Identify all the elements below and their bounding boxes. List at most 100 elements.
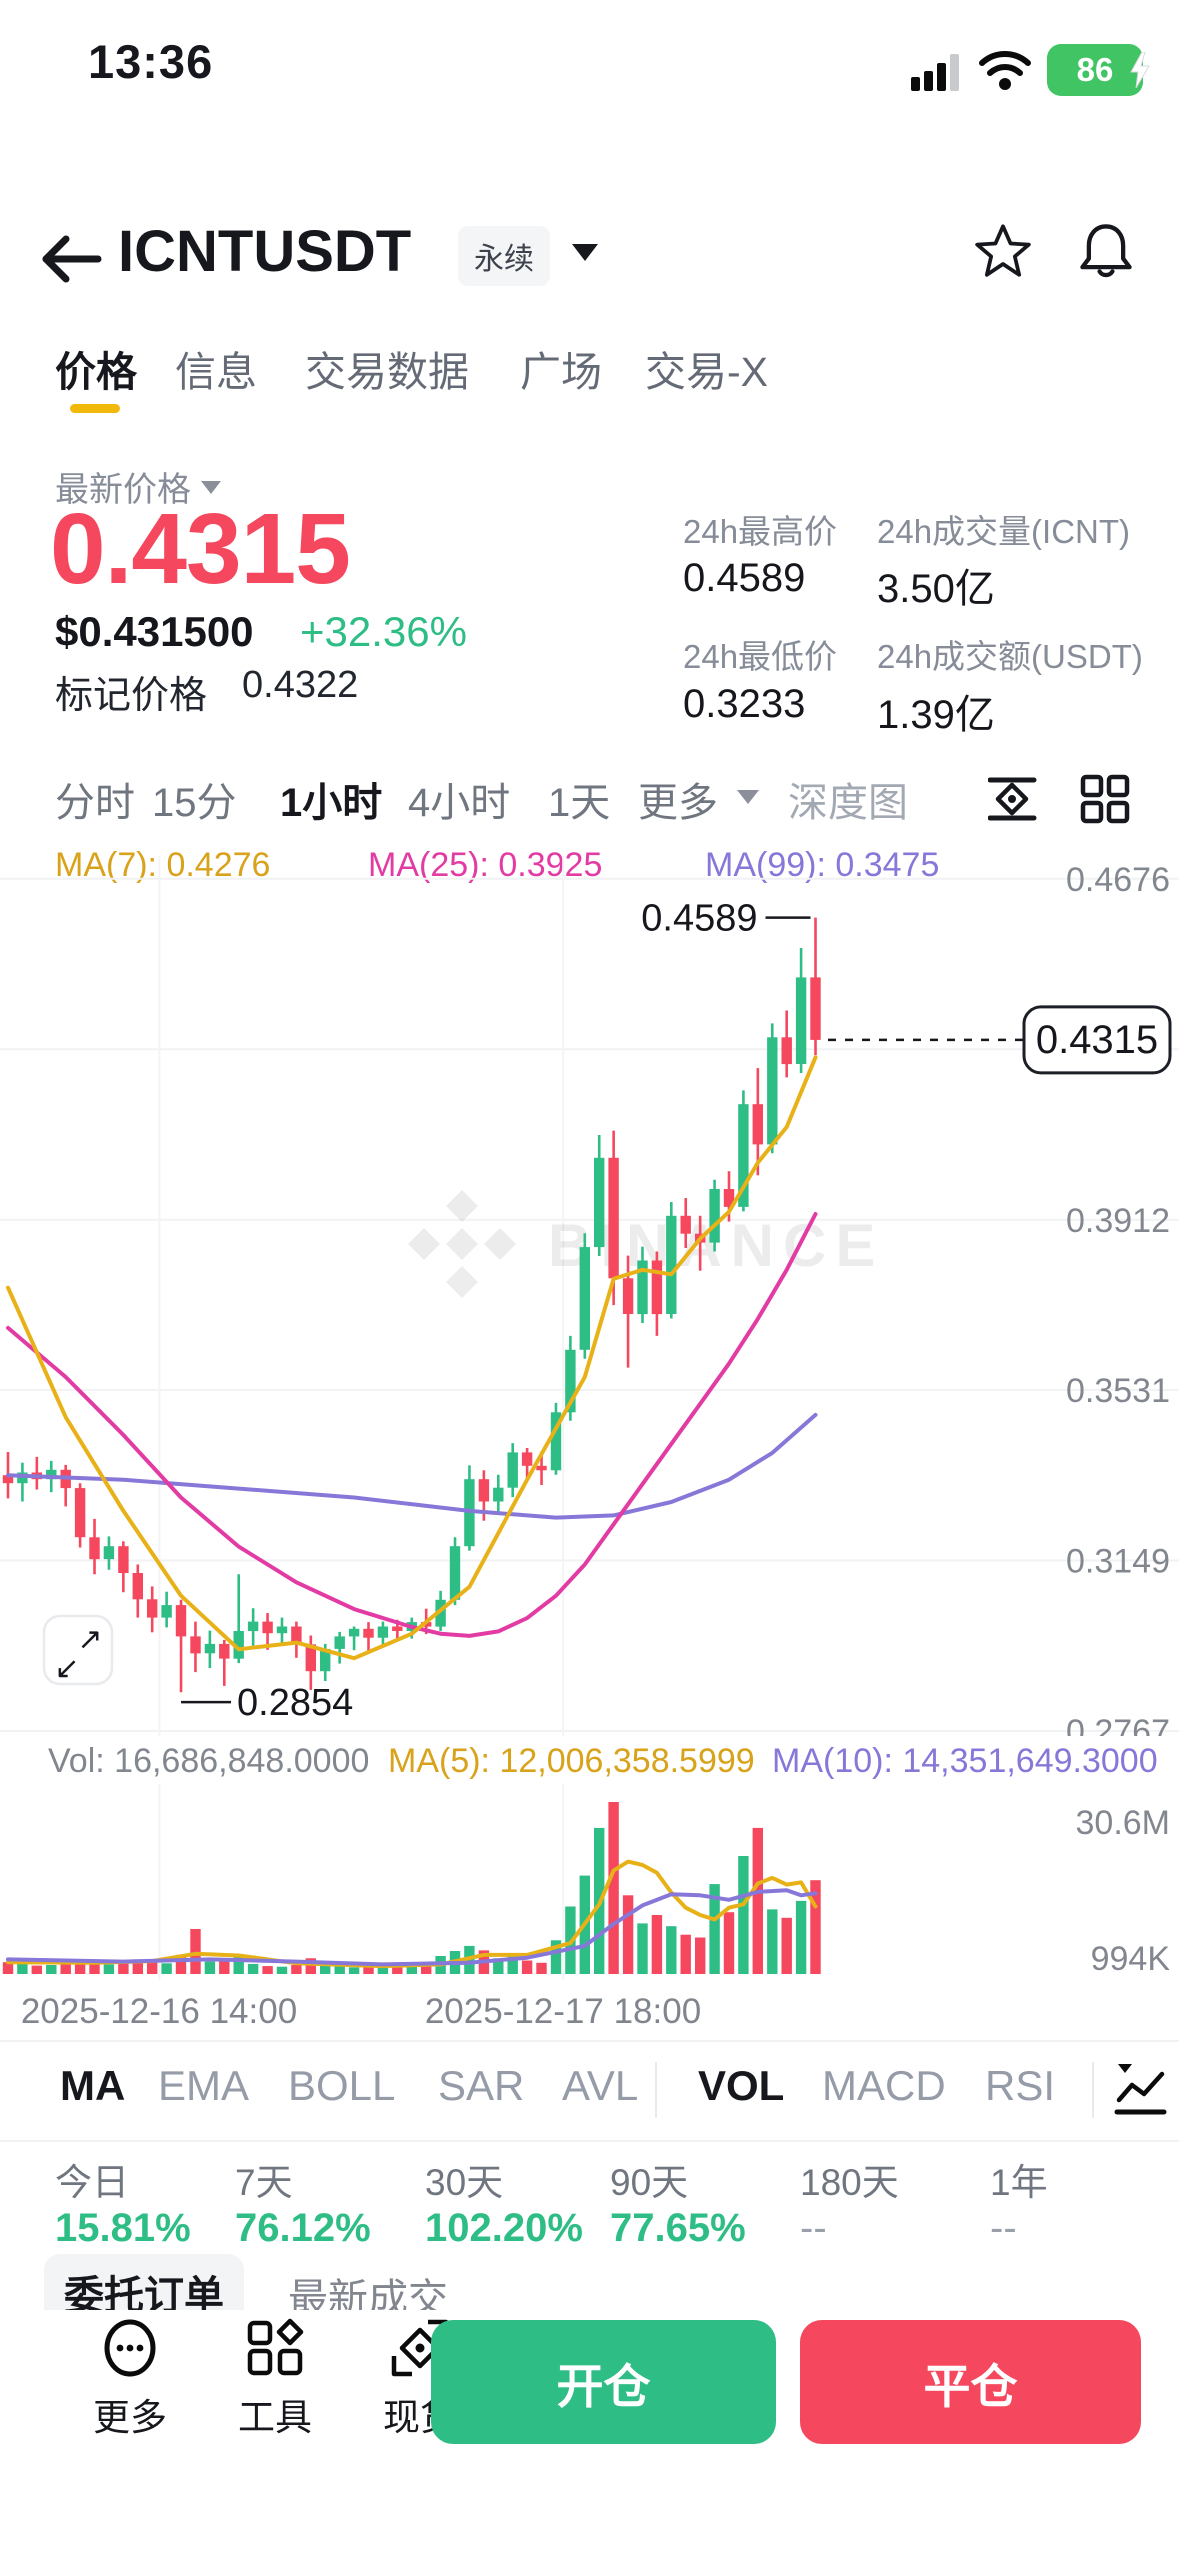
ma7-legend: MA(7): 0.4276 bbox=[55, 846, 271, 884]
more-label: 更多 bbox=[93, 2397, 167, 2438]
bottom-bar: 更多 工具 现货 开仓 平仓 bbox=[0, 2312, 1179, 2556]
svg-text:↙: ↙ bbox=[54, 1652, 79, 1685]
chart-style-icon[interactable] bbox=[1114, 2058, 1170, 2120]
tools-icon bbox=[247, 2318, 304, 2376]
grid-layout-icon[interactable] bbox=[1080, 774, 1130, 824]
indicator-avl[interactable]: AVL bbox=[562, 2062, 639, 2109]
perf-value-30d: 102.20% bbox=[425, 2206, 583, 2250]
mark-price-value: 0.4322 bbox=[242, 664, 359, 706]
tf-timeline[interactable]: 分时 bbox=[55, 781, 135, 825]
close-position-button[interactable]: 平仓 bbox=[800, 2320, 1141, 2444]
tools-label: 工具 bbox=[238, 2397, 312, 2438]
last-price: 0.4315 bbox=[50, 493, 351, 605]
svg-text:0.2767: 0.2767 bbox=[1066, 1713, 1170, 1736]
high-24h-label: 24h最高价 bbox=[683, 513, 838, 550]
charging-bolt-icon bbox=[1130, 52, 1150, 88]
indicator-boll[interactable]: BOLL bbox=[288, 2062, 396, 2109]
indicator-vol[interactable]: VOL bbox=[698, 2062, 785, 2109]
tools-action[interactable]: 工具 bbox=[220, 2318, 330, 2441]
status-time: 13:36 bbox=[88, 35, 214, 88]
svg-text:0.4676: 0.4676 bbox=[1066, 861, 1170, 899]
more-ellipsis-icon bbox=[104, 2319, 156, 2377]
ma99-legend: MA(99): 0.3475 bbox=[705, 846, 940, 884]
svg-text:0.3531: 0.3531 bbox=[1066, 1372, 1170, 1410]
volume-24h-label: 24h成交量(ICNT) bbox=[877, 513, 1131, 550]
contract-type-badge[interactable]: 永续 bbox=[458, 226, 550, 286]
alert-bell-icon[interactable] bbox=[1078, 220, 1134, 280]
tf-1d[interactable]: 1天 bbox=[548, 781, 611, 825]
favorite-star-icon[interactable] bbox=[975, 222, 1031, 278]
indicator-ema[interactable]: EMA bbox=[158, 2062, 250, 2109]
low-24h-value: 0.3233 bbox=[683, 682, 806, 726]
symbol-title: ICNTUSDT bbox=[118, 219, 412, 284]
volume-24h-value: 3.50亿 bbox=[877, 567, 995, 611]
battery-indicator: 86 bbox=[1047, 44, 1150, 96]
perf-label-30d: 30天 bbox=[425, 2162, 504, 2203]
perf-label-7d: 7天 bbox=[235, 2162, 293, 2203]
more-action[interactable]: 更多 bbox=[75, 2318, 185, 2441]
cellular-signal-icon bbox=[911, 54, 959, 91]
perf-value-1y: -- bbox=[990, 2206, 1017, 2250]
turnover-24h-value: 1.39亿 bbox=[877, 693, 995, 737]
svg-text:↗: ↗ bbox=[77, 1623, 102, 1656]
perf-value-90d: 77.65% bbox=[610, 2206, 746, 2250]
perf-label-today: 今日 bbox=[55, 2162, 129, 2203]
active-tab-underline bbox=[70, 404, 120, 413]
tf-1h[interactable]: 1小时 bbox=[280, 781, 383, 825]
back-icon[interactable] bbox=[38, 232, 106, 286]
tab-square[interactable]: 广场 bbox=[520, 349, 602, 395]
indicator-ma[interactable]: MA bbox=[60, 2062, 126, 2109]
indicator-sar[interactable]: SAR bbox=[438, 2062, 525, 2109]
date-tick: 2025-12-17 18:00 bbox=[424, 1992, 702, 2031]
low-24h-label: 24h最低价 bbox=[683, 638, 838, 675]
tab-info[interactable]: 信息 bbox=[175, 349, 257, 395]
price-chart[interactable]: BINANCE0.45890.28540.46760.42940.39120.3… bbox=[0, 856, 1179, 1736]
vol-value-legend: Vol: 16,686,848.0000 bbox=[48, 1742, 370, 1780]
vol-ma10-legend: MA(10): 14,351,649.3000 bbox=[772, 1742, 1158, 1780]
symbol-dropdown-caret[interactable] bbox=[572, 244, 598, 274]
indicator-macd[interactable]: MACD bbox=[822, 2062, 946, 2109]
date-tick: 2025-12-16 14:00 bbox=[20, 1992, 298, 2031]
divider bbox=[0, 2140, 1179, 2142]
usd-price: $0.431500 bbox=[55, 608, 254, 655]
svg-text:0.3912: 0.3912 bbox=[1066, 1202, 1170, 1240]
perf-label-180d: 180天 bbox=[800, 2162, 899, 2203]
tf-more-caret bbox=[737, 790, 759, 815]
latest-price-label[interactable]: 最新价格 bbox=[55, 462, 221, 511]
svg-text:0.2854: 0.2854 bbox=[237, 1682, 353, 1724]
divider bbox=[1092, 2062, 1094, 2118]
svg-text:0.4315: 0.4315 bbox=[1036, 1018, 1158, 1062]
change-percent: +32.36% bbox=[300, 608, 467, 655]
wifi-icon bbox=[979, 51, 1031, 90]
indicator-settings-icon[interactable] bbox=[988, 772, 1040, 826]
tf-more[interactable]: 更多 bbox=[638, 781, 718, 825]
open-position-button[interactable]: 开仓 bbox=[431, 2320, 776, 2444]
perf-value-7d: 76.12% bbox=[235, 2206, 371, 2250]
perf-value-180d: -- bbox=[800, 2206, 827, 2250]
indicator-rsi[interactable]: RSI bbox=[985, 2062, 1056, 2109]
tf-4h[interactable]: 4小时 bbox=[408, 781, 511, 825]
perf-value-today: 15.81% bbox=[55, 2206, 191, 2250]
tab-trading-data[interactable]: 交易数据 bbox=[305, 349, 469, 395]
perf-label-1y: 1年 bbox=[990, 2162, 1048, 2203]
tab-price[interactable]: 价格 bbox=[55, 349, 137, 395]
divider bbox=[0, 2040, 1179, 2042]
tab-trade-x[interactable]: 交易-X bbox=[645, 349, 768, 395]
tf-15m[interactable]: 15分 bbox=[152, 781, 237, 825]
mark-price-label: 标记价格 bbox=[55, 675, 208, 717]
tab-open-orders[interactable]: 委托订单 bbox=[44, 2254, 244, 2310]
tf-depth[interactable]: 深度图 bbox=[788, 781, 908, 825]
battery-percent: 86 bbox=[1076, 51, 1114, 88]
orders-section: 委托订单 最新成交 bbox=[0, 2248, 1179, 2310]
svg-text:30.6M: 30.6M bbox=[1076, 1804, 1171, 1842]
perf-label-90d: 90天 bbox=[610, 2162, 689, 2203]
volume-chart[interactable]: 30.6M 994K bbox=[0, 1784, 1179, 1980]
turnover-24h-label: 24h成交额(USDT) bbox=[877, 638, 1143, 675]
vol-ma5-legend: MA(5): 12,006,358.5999 bbox=[388, 1742, 755, 1780]
svg-text:994K: 994K bbox=[1091, 1940, 1171, 1978]
tab-recent-trades[interactable]: 最新成交 bbox=[288, 2277, 448, 2310]
svg-text:0.4589: 0.4589 bbox=[641, 898, 757, 940]
latest-price-caret bbox=[201, 480, 221, 504]
divider bbox=[655, 2062, 657, 2118]
